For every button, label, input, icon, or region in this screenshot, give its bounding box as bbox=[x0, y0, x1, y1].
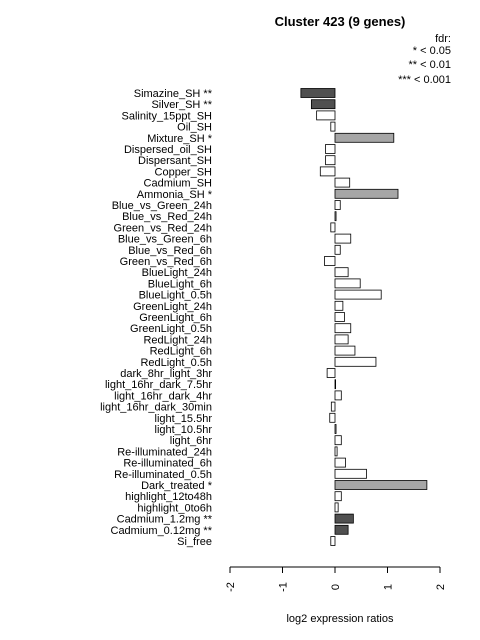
category-label: BlueLight_0.5h bbox=[139, 290, 212, 302]
bar bbox=[334, 177, 351, 188]
category-label: Cadmium_SH bbox=[144, 178, 213, 190]
x-tick-label: 0 bbox=[330, 584, 342, 590]
category-label: GreenLight_0.5h bbox=[130, 323, 212, 335]
x-tick-label: 1 bbox=[383, 584, 395, 590]
legend-line-3: ** < 0.01 bbox=[408, 59, 451, 71]
category-label: Blue_vs_Red_6h bbox=[128, 245, 212, 257]
category-label: light_10.5hr bbox=[155, 424, 213, 436]
x-ticks: -2 -1 0 1 2 bbox=[225, 567, 447, 592]
category-label: Mixture_SH * bbox=[147, 133, 213, 145]
bar bbox=[334, 457, 346, 468]
bar bbox=[334, 379, 337, 390]
bar bbox=[325, 144, 336, 154]
category-label: Dispersed_oil_SH bbox=[124, 144, 212, 156]
bar bbox=[330, 222, 336, 233]
category-label: Re-illuminated_6h bbox=[123, 458, 212, 470]
bar bbox=[334, 200, 341, 210]
category-label: Re-illuminated_0.5h bbox=[114, 469, 212, 481]
category-label: Copper_SH bbox=[155, 166, 213, 178]
category-label: Cadmium_1.2mg ** bbox=[117, 514, 213, 526]
x-tick-label: -1 bbox=[278, 582, 290, 592]
bar bbox=[334, 513, 354, 524]
bar bbox=[334, 132, 395, 143]
category-label: light_16hr_dark_7.5hr bbox=[105, 379, 212, 391]
category-label: Blue_vs_Green_24h bbox=[112, 200, 212, 212]
category-label: BlueLight_24h bbox=[142, 267, 212, 279]
bar bbox=[325, 155, 336, 166]
category-label: Cadmium_0.12mg ** bbox=[111, 525, 213, 537]
bar bbox=[334, 211, 337, 222]
bar bbox=[334, 289, 382, 300]
bars-group bbox=[300, 88, 428, 546]
bar bbox=[326, 368, 336, 378]
category-label: dark_8hr_light_3hr bbox=[120, 368, 212, 380]
category-label: Re-illuminated_24h bbox=[117, 446, 212, 458]
category-label: Simazine_SH ** bbox=[134, 88, 213, 100]
bar bbox=[334, 356, 377, 367]
bar bbox=[334, 300, 344, 311]
category-label: RedLight_6h bbox=[150, 346, 212, 358]
bar bbox=[329, 412, 336, 423]
category-label: Blue_vs_Red_24h bbox=[122, 211, 212, 223]
category-label: Ammonia_SH * bbox=[137, 189, 213, 201]
category-label: GreenLight_6h bbox=[139, 312, 212, 324]
bar bbox=[334, 323, 352, 334]
bar bbox=[316, 110, 336, 121]
legend: fdr: * < 0.05 ** < 0.01 *** < 0.001 bbox=[398, 33, 451, 86]
bar bbox=[334, 233, 352, 244]
bar bbox=[334, 468, 367, 479]
bar bbox=[310, 99, 336, 110]
category-label: Oil_SH bbox=[177, 122, 212, 134]
bar bbox=[334, 188, 399, 199]
category-label: GreenLight_24h bbox=[133, 301, 212, 313]
category-label: light_15.5hr bbox=[155, 413, 213, 425]
bar bbox=[330, 121, 336, 132]
bar bbox=[330, 536, 336, 546]
chart-title: Cluster 423 (9 genes) bbox=[275, 14, 406, 29]
category-label: Silver_SH ** bbox=[151, 99, 212, 111]
bar bbox=[334, 446, 338, 457]
bar bbox=[334, 312, 345, 322]
category-label: Blue_vs_Green_6h bbox=[118, 234, 212, 246]
bar bbox=[324, 256, 336, 266]
category-label: Dark_treated * bbox=[141, 480, 213, 492]
category-label: Si_free bbox=[177, 536, 212, 548]
category-label: highlight_0to6h bbox=[137, 502, 212, 514]
bar bbox=[334, 345, 356, 356]
bar bbox=[334, 334, 349, 345]
category-label: light_16hr_dark_30min bbox=[100, 402, 212, 414]
legend-line-1: fdr: bbox=[435, 33, 451, 45]
category-label: Dispersant_SH bbox=[138, 155, 212, 167]
category-label: light_6hr bbox=[170, 435, 213, 447]
bar bbox=[334, 491, 342, 502]
bar bbox=[330, 401, 336, 412]
category-label: highlight_12to48h bbox=[125, 491, 212, 503]
bar bbox=[334, 480, 428, 490]
category-label: RedLight_0.5h bbox=[140, 357, 212, 369]
category-label: RedLight_24h bbox=[143, 334, 212, 346]
x-axis-label: log2 expression ratios bbox=[286, 613, 394, 625]
bar bbox=[334, 390, 342, 401]
legend-line-4: *** < 0.001 bbox=[398, 74, 451, 86]
legend-line-2: * < 0.05 bbox=[413, 45, 451, 57]
bar bbox=[334, 244, 341, 255]
bar bbox=[334, 267, 349, 278]
x-axis: -2 -1 0 1 2 bbox=[225, 566, 447, 592]
bar bbox=[334, 278, 361, 289]
bar bbox=[334, 524, 349, 535]
category-label: Salinity_15ppt_SH bbox=[121, 110, 212, 122]
x-tick-label: 2 bbox=[435, 584, 447, 590]
x-tick-label: -2 bbox=[225, 582, 237, 592]
bar bbox=[334, 424, 337, 434]
bar bbox=[319, 166, 336, 177]
category-label: BlueLight_6h bbox=[148, 278, 212, 290]
category-label: light_16hr_dark_4hr bbox=[114, 390, 212, 402]
bar bbox=[300, 88, 336, 98]
category-label: Green_vs_Red_6h bbox=[120, 256, 212, 268]
category-label: Green_vs_Red_24h bbox=[114, 222, 212, 234]
category-labels: Simazine_SH **Silver_SH **Salinity_15ppt… bbox=[100, 88, 213, 548]
bar bbox=[334, 435, 342, 446]
bar bbox=[334, 502, 339, 513]
